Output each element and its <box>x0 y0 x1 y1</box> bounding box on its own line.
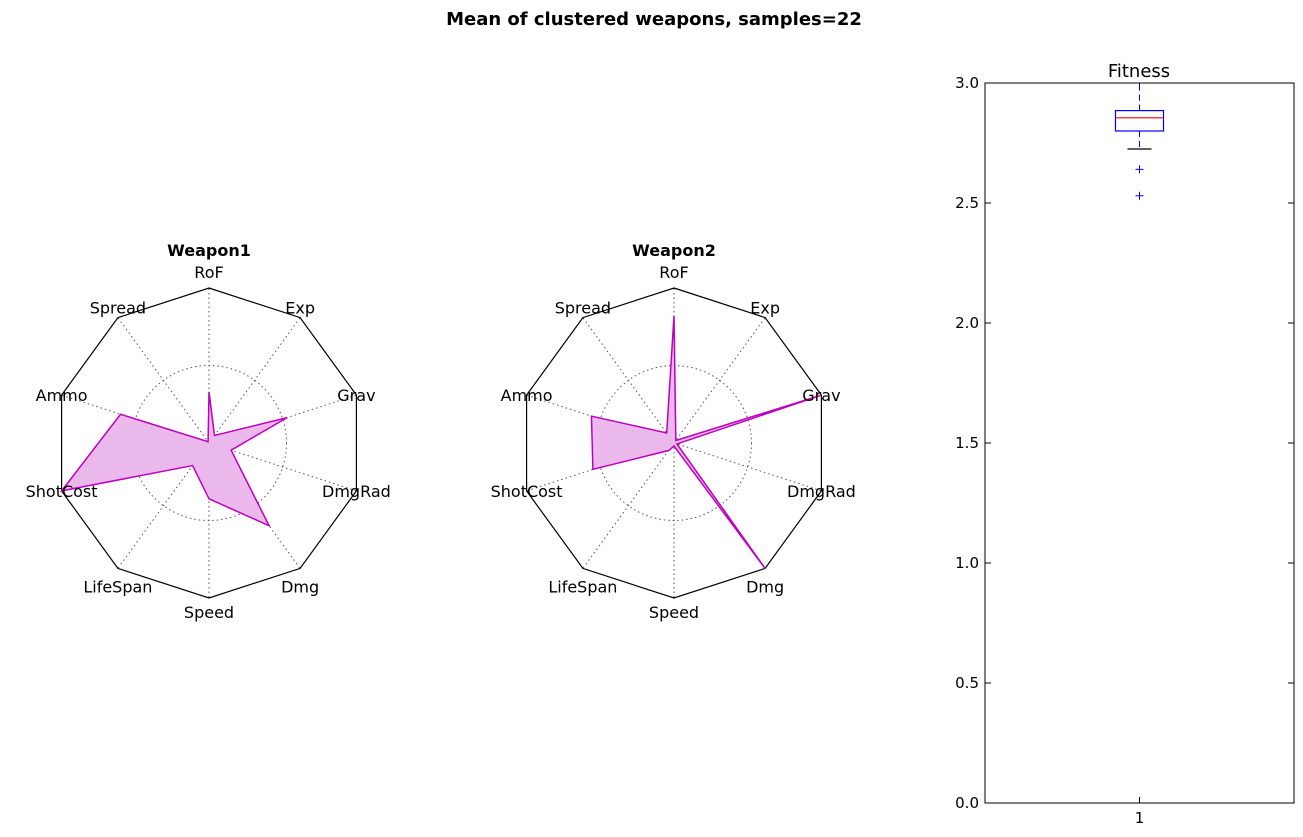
radar-axis-label: DmgRad <box>787 482 856 501</box>
radar-axis-label: Dmg <box>281 577 319 596</box>
radar-title-weapon1: Weapon1 <box>167 241 251 260</box>
radar-axis-label: Speed <box>649 603 699 622</box>
y-tick-label: 0.0 <box>955 794 979 812</box>
radar-axis-label: ShotCost <box>491 482 563 501</box>
radar-axis-label: LifeSpan <box>548 577 617 596</box>
radar-axis-label: RoF <box>659 263 688 282</box>
y-tick-label: 1.0 <box>955 554 979 572</box>
radar-axis-label: LifeSpan <box>83 577 152 596</box>
boxplot-outlier <box>1135 191 1144 200</box>
radar-chart-weapon2: RoF Exp Grav DmgRad Dmg Speed LifeSpan ShotCost… <box>491 241 856 622</box>
boxplot-title: Fitness <box>1108 61 1170 82</box>
radar-axis-label: Spread <box>90 299 146 318</box>
radar-axis-label: Ammo <box>501 386 553 405</box>
radar-axis-label: DmgRad <box>322 482 391 501</box>
radar-axis-label: Ammo <box>36 386 88 405</box>
radar-axis-label: Exp <box>285 299 315 318</box>
radar-data-polygon <box>590 315 822 569</box>
radar-axis-label: ShotCost <box>26 482 98 501</box>
radar-spoke <box>673 317 766 444</box>
radar-data-polygon <box>59 391 288 528</box>
radar-chart-weapon1: RoF Exp Grav DmgRad Dmg Speed LifeSpan ShotCost… <box>26 241 391 622</box>
radar-axis-label: Dmg <box>746 577 784 596</box>
boxplot-box <box>1114 109 1165 132</box>
y-tick-label: 1.5 <box>955 434 979 452</box>
x-tick-label: 1 <box>1135 809 1145 827</box>
radar-spoke <box>208 442 357 492</box>
radar-spoke <box>673 442 822 492</box>
radar-spoke <box>117 442 210 569</box>
radar-frame <box>525 287 823 599</box>
radar-spoke <box>208 317 301 444</box>
figure-title: Mean of clustered weapons, samples=22 <box>446 9 862 30</box>
radar-spoke <box>117 317 210 444</box>
y-tick-label: 0.5 <box>955 674 979 692</box>
radar-axis-label: Exp <box>750 299 780 318</box>
boxplot-frame <box>984 82 1295 804</box>
radar-title-weapon2: Weapon2 <box>632 241 716 260</box>
radar-axis-label: Grav <box>802 386 840 405</box>
y-tick-label: 2.5 <box>955 194 979 212</box>
radar-axis-label: RoF <box>194 263 223 282</box>
boxplot-fitness: Fitness 0.0 0.5 1.0 1.5 2.0 2.5 3.0 1 <box>955 61 1295 827</box>
radar-axis-label: Grav <box>337 386 375 405</box>
y-tick-label: 3.0 <box>955 74 979 92</box>
y-tick-label: 2.0 <box>955 314 979 332</box>
radar-axis-label: Speed <box>184 603 234 622</box>
radar-frame <box>60 287 358 599</box>
radar-spoke <box>582 317 675 444</box>
boxplot-outlier <box>1135 165 1144 174</box>
radar-axis-label: Spread <box>555 299 611 318</box>
radar-spoke <box>582 442 675 569</box>
